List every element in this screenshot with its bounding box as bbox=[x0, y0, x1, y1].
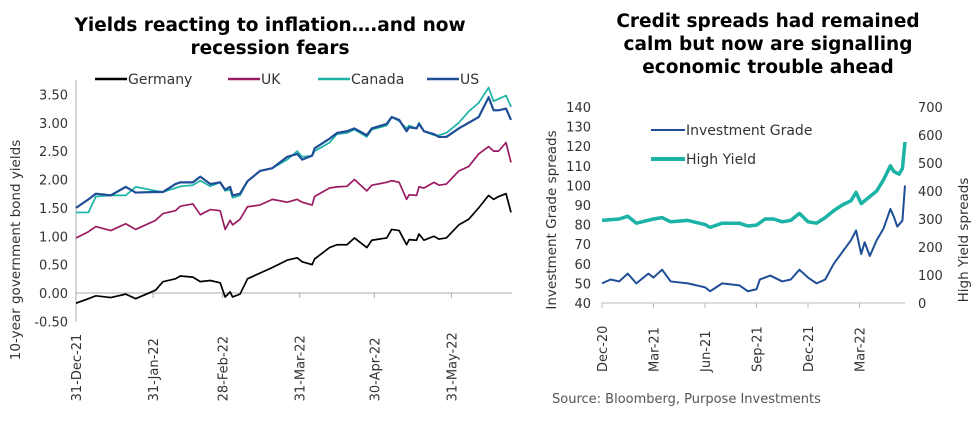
series-line-uk bbox=[75, 141, 512, 239]
legend-label-us: US bbox=[460, 72, 479, 88]
series-line-investment-grade bbox=[601, 185, 906, 293]
y-tick-label: -0.50 bbox=[34, 315, 68, 330]
x-tick-label: Dec-21 bbox=[802, 326, 817, 372]
y-tick-label-right: 0 bbox=[918, 297, 926, 312]
y-tick-label-left: 40 bbox=[574, 297, 591, 312]
series-line-us bbox=[75, 96, 513, 209]
legend-label-uk: UK bbox=[261, 72, 281, 88]
y-tick-label: 2.50 bbox=[39, 145, 68, 160]
y-tick-label: 0.00 bbox=[39, 287, 68, 302]
x-tick-label: 31-Jan-22 bbox=[147, 338, 162, 401]
y-tick-label: 3.50 bbox=[39, 88, 68, 103]
x-tick-label: Mar-22 bbox=[854, 327, 869, 372]
y-tick-label-left: 140 bbox=[566, 101, 591, 116]
y-tick-label-right: 500 bbox=[918, 157, 943, 172]
y-tick-label-right: 400 bbox=[918, 185, 943, 200]
legend-label-germany: Germany bbox=[128, 72, 192, 88]
x-tick-label: Dec-20 bbox=[596, 326, 611, 372]
y-tick-label: 1.50 bbox=[39, 202, 68, 217]
y-axis-title-right: High Yield spreads bbox=[956, 178, 972, 303]
y-tick-label-left: 130 bbox=[566, 121, 591, 136]
left-chart-title: Yields reacting to inflation….and now re… bbox=[74, 15, 466, 59]
y-tick-label: 3.00 bbox=[39, 117, 68, 132]
y-tick-label-left: 60 bbox=[574, 258, 591, 273]
x-tick-label: 31-Dec-21 bbox=[70, 334, 85, 402]
series-line-germany bbox=[75, 192, 512, 305]
y-tick-label-left: 50 bbox=[574, 277, 591, 292]
y-tick-label-left: 90 bbox=[574, 199, 591, 214]
legend-label-high-yield: High Yield bbox=[686, 152, 756, 168]
legend-label-investment-grade: Investment Grade bbox=[686, 123, 812, 139]
y-tick-label-right: 300 bbox=[918, 213, 943, 228]
x-tick-label: 31-May-22 bbox=[445, 332, 460, 401]
x-tick-label: 31-Mar-22 bbox=[294, 335, 309, 401]
legend-label-canada: Canada bbox=[351, 72, 404, 88]
y-tick-label: 1.00 bbox=[39, 230, 68, 245]
y-tick-label-left: 100 bbox=[566, 179, 591, 194]
source-note: Source: Bloomberg, Purpose Investments bbox=[552, 392, 821, 407]
y-axis-title-left: Investment Grade spreads bbox=[544, 130, 560, 309]
x-tick-label: 30-Apr-22 bbox=[368, 338, 383, 402]
y-tick-label-left: 110 bbox=[566, 160, 591, 175]
y-tick-label-right: 600 bbox=[918, 129, 943, 144]
x-tick-label: 28-Feb-22 bbox=[217, 336, 232, 401]
right-chart-title: Credit spreads had remained calm but now… bbox=[616, 11, 920, 78]
series-line-canada bbox=[76, 86, 512, 214]
y-axis-title: 10-year government bond yields bbox=[8, 140, 24, 360]
x-tick-label: Mar-21 bbox=[648, 327, 663, 372]
y-tick-label: 2.00 bbox=[39, 174, 68, 189]
x-tick-label: Jun-21 bbox=[699, 330, 714, 373]
y-tick-label-right: 100 bbox=[918, 269, 943, 284]
y-tick-label-right: 200 bbox=[918, 241, 943, 256]
series-line-high-yield bbox=[601, 141, 907, 230]
y-tick-label-right: 700 bbox=[918, 101, 943, 116]
y-tick-label-left: 80 bbox=[574, 219, 591, 234]
y-tick-label-left: 120 bbox=[566, 140, 591, 155]
x-tick-label: Sep-21 bbox=[751, 326, 766, 372]
y-tick-label-left: 70 bbox=[574, 238, 591, 253]
y-tick-label: 0.50 bbox=[39, 259, 68, 274]
